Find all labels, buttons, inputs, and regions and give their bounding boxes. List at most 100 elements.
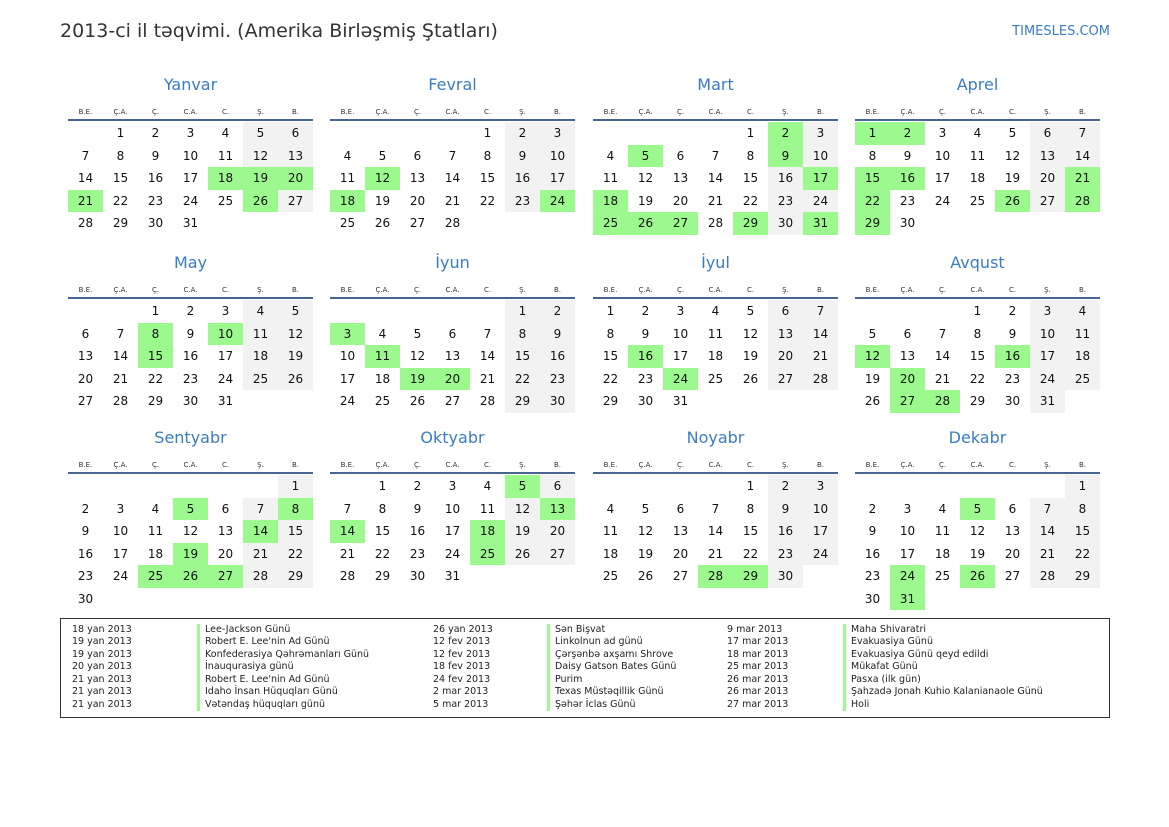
holiday-day-cell[interactable]: 1 [855, 122, 890, 145]
day-cell[interactable]: 5 [243, 122, 278, 145]
day-cell[interactable]: 9 [413, 501, 422, 516]
day-cell[interactable]: 10 [339, 349, 356, 363]
day-cell[interactable]: 11 [479, 501, 496, 516]
holiday-day-cell[interactable]: 18 [593, 189, 628, 212]
day-cell[interactable]: 21 [1030, 542, 1065, 565]
day-cell[interactable]: 21 [243, 542, 278, 565]
day-cell[interactable]: 14 [479, 349, 496, 363]
day-cell[interactable]: 23 [505, 189, 540, 212]
day-cell[interactable]: 9 [903, 148, 912, 163]
day-cell[interactable]: 16 [409, 524, 426, 538]
day-cell[interactable]: 5 [746, 304, 755, 318]
day-cell[interactable]: 5 [868, 326, 877, 341]
day-cell[interactable]: 6 [903, 326, 912, 341]
day-cell[interactable]: 15 [479, 171, 496, 185]
day-cell[interactable]: 7 [938, 326, 947, 341]
day-cell[interactable]: 20 [540, 520, 575, 543]
day-cell[interactable]: 2 [868, 501, 877, 516]
day-cell[interactable]: 16 [505, 167, 540, 190]
day-cell[interactable]: 8 [116, 148, 125, 163]
day-cell[interactable]: 31 [444, 569, 461, 583]
day-cell[interactable]: 30 [540, 390, 575, 413]
day-cell[interactable]: 4 [1065, 300, 1100, 323]
holiday-day-cell[interactable]: 2 [890, 122, 925, 145]
day-cell[interactable]: 6 [413, 148, 422, 163]
day-cell[interactable]: 12 [637, 171, 654, 185]
day-cell[interactable]: 4 [378, 326, 387, 341]
day-cell[interactable]: 13 [768, 322, 803, 345]
day-cell[interactable]: 27 [768, 367, 803, 390]
day-cell[interactable]: 29 [147, 394, 164, 408]
day-cell[interactable]: 28 [803, 367, 838, 390]
day-cell[interactable]: 1 [606, 304, 615, 318]
day-cell[interactable]: 24 [444, 546, 461, 561]
day-cell[interactable]: 3 [1030, 300, 1065, 323]
day-cell[interactable]: 25 [969, 193, 986, 208]
day-cell[interactable]: 18 [707, 349, 724, 363]
day-cell[interactable]: 7 [711, 148, 720, 163]
day-cell[interactable]: 18 [1065, 345, 1100, 368]
day-cell[interactable]: 6 [768, 300, 803, 323]
day-cell[interactable]: 17 [112, 546, 129, 561]
holiday-day-cell[interactable]: 25 [470, 542, 505, 565]
day-cell[interactable]: 24 [339, 394, 356, 408]
holiday-day-cell[interactable]: 9 [768, 144, 803, 167]
day-cell[interactable]: 1 [973, 304, 982, 318]
holiday-day-cell[interactable]: 18 [330, 189, 365, 212]
day-cell[interactable]: 12 [637, 524, 654, 538]
day-cell[interactable]: 28 [243, 565, 278, 588]
day-cell[interactable]: 14 [707, 171, 724, 185]
day-cell[interactable]: 10 [1030, 322, 1065, 345]
day-cell[interactable]: 17 [217, 349, 234, 363]
day-cell[interactable]: 6 [448, 326, 457, 341]
day-cell[interactable]: 8 [378, 501, 387, 516]
day-cell[interactable]: 17 [803, 520, 838, 543]
day-cell[interactable]: 27 [1030, 189, 1065, 212]
holiday-day-cell[interactable]: 26 [960, 565, 995, 588]
holiday-day-cell[interactable]: 18 [208, 167, 243, 190]
day-cell[interactable]: 15 [742, 524, 759, 538]
holiday-day-cell[interactable]: 12 [855, 345, 890, 368]
day-cell[interactable]: 19 [864, 371, 881, 386]
day-cell[interactable]: 5 [1008, 126, 1017, 140]
day-cell[interactable]: 12 [182, 524, 199, 538]
day-cell[interactable]: 17 [540, 167, 575, 190]
day-cell[interactable]: 3 [448, 479, 457, 493]
day-cell[interactable]: 14 [707, 524, 724, 538]
day-cell[interactable]: 15 [969, 349, 986, 363]
day-cell[interactable]: 6 [221, 501, 230, 516]
day-cell[interactable]: 20 [672, 546, 689, 561]
holiday-day-cell[interactable]: 11 [365, 345, 400, 368]
day-cell[interactable]: 16 [147, 171, 164, 185]
day-cell[interactable]: 6 [540, 475, 575, 498]
holiday-day-cell[interactable]: 2 [768, 122, 803, 145]
day-cell[interactable]: 14 [444, 171, 461, 185]
day-cell[interactable]: 27 [444, 394, 461, 408]
day-cell[interactable]: 13 [672, 171, 689, 185]
day-cell[interactable]: 19 [969, 546, 986, 561]
holiday-day-cell[interactable]: 27 [208, 565, 243, 588]
day-cell[interactable]: 23 [182, 371, 199, 386]
day-cell[interactable]: 21 [934, 371, 951, 386]
day-cell[interactable]: 24 [182, 193, 199, 208]
day-cell[interactable]: 26 [374, 216, 391, 230]
holiday-day-cell[interactable]: 27 [663, 212, 698, 235]
day-cell[interactable]: 7 [1065, 122, 1100, 145]
day-cell[interactable]: 11 [1065, 322, 1100, 345]
holiday-day-cell[interactable]: 14 [243, 520, 278, 543]
day-cell[interactable]: 13 [444, 349, 461, 363]
day-cell[interactable]: 15 [505, 345, 540, 368]
day-cell[interactable]: 8 [868, 148, 877, 163]
day-cell[interactable]: 26 [409, 394, 426, 408]
day-cell[interactable]: 11 [243, 322, 278, 345]
day-cell[interactable]: 30 [182, 394, 199, 408]
holiday-day-cell[interactable]: 12 [365, 167, 400, 190]
day-cell[interactable]: 11 [707, 326, 724, 341]
day-cell[interactable]: 10 [540, 144, 575, 167]
day-cell[interactable]: 15 [1065, 520, 1100, 543]
day-cell[interactable]: 23 [409, 546, 426, 561]
day-cell[interactable]: 12 [969, 524, 986, 538]
day-cell[interactable]: 29 [1065, 565, 1100, 588]
holiday-day-cell[interactable]: 13 [540, 497, 575, 520]
day-cell[interactable]: 10 [899, 524, 916, 538]
